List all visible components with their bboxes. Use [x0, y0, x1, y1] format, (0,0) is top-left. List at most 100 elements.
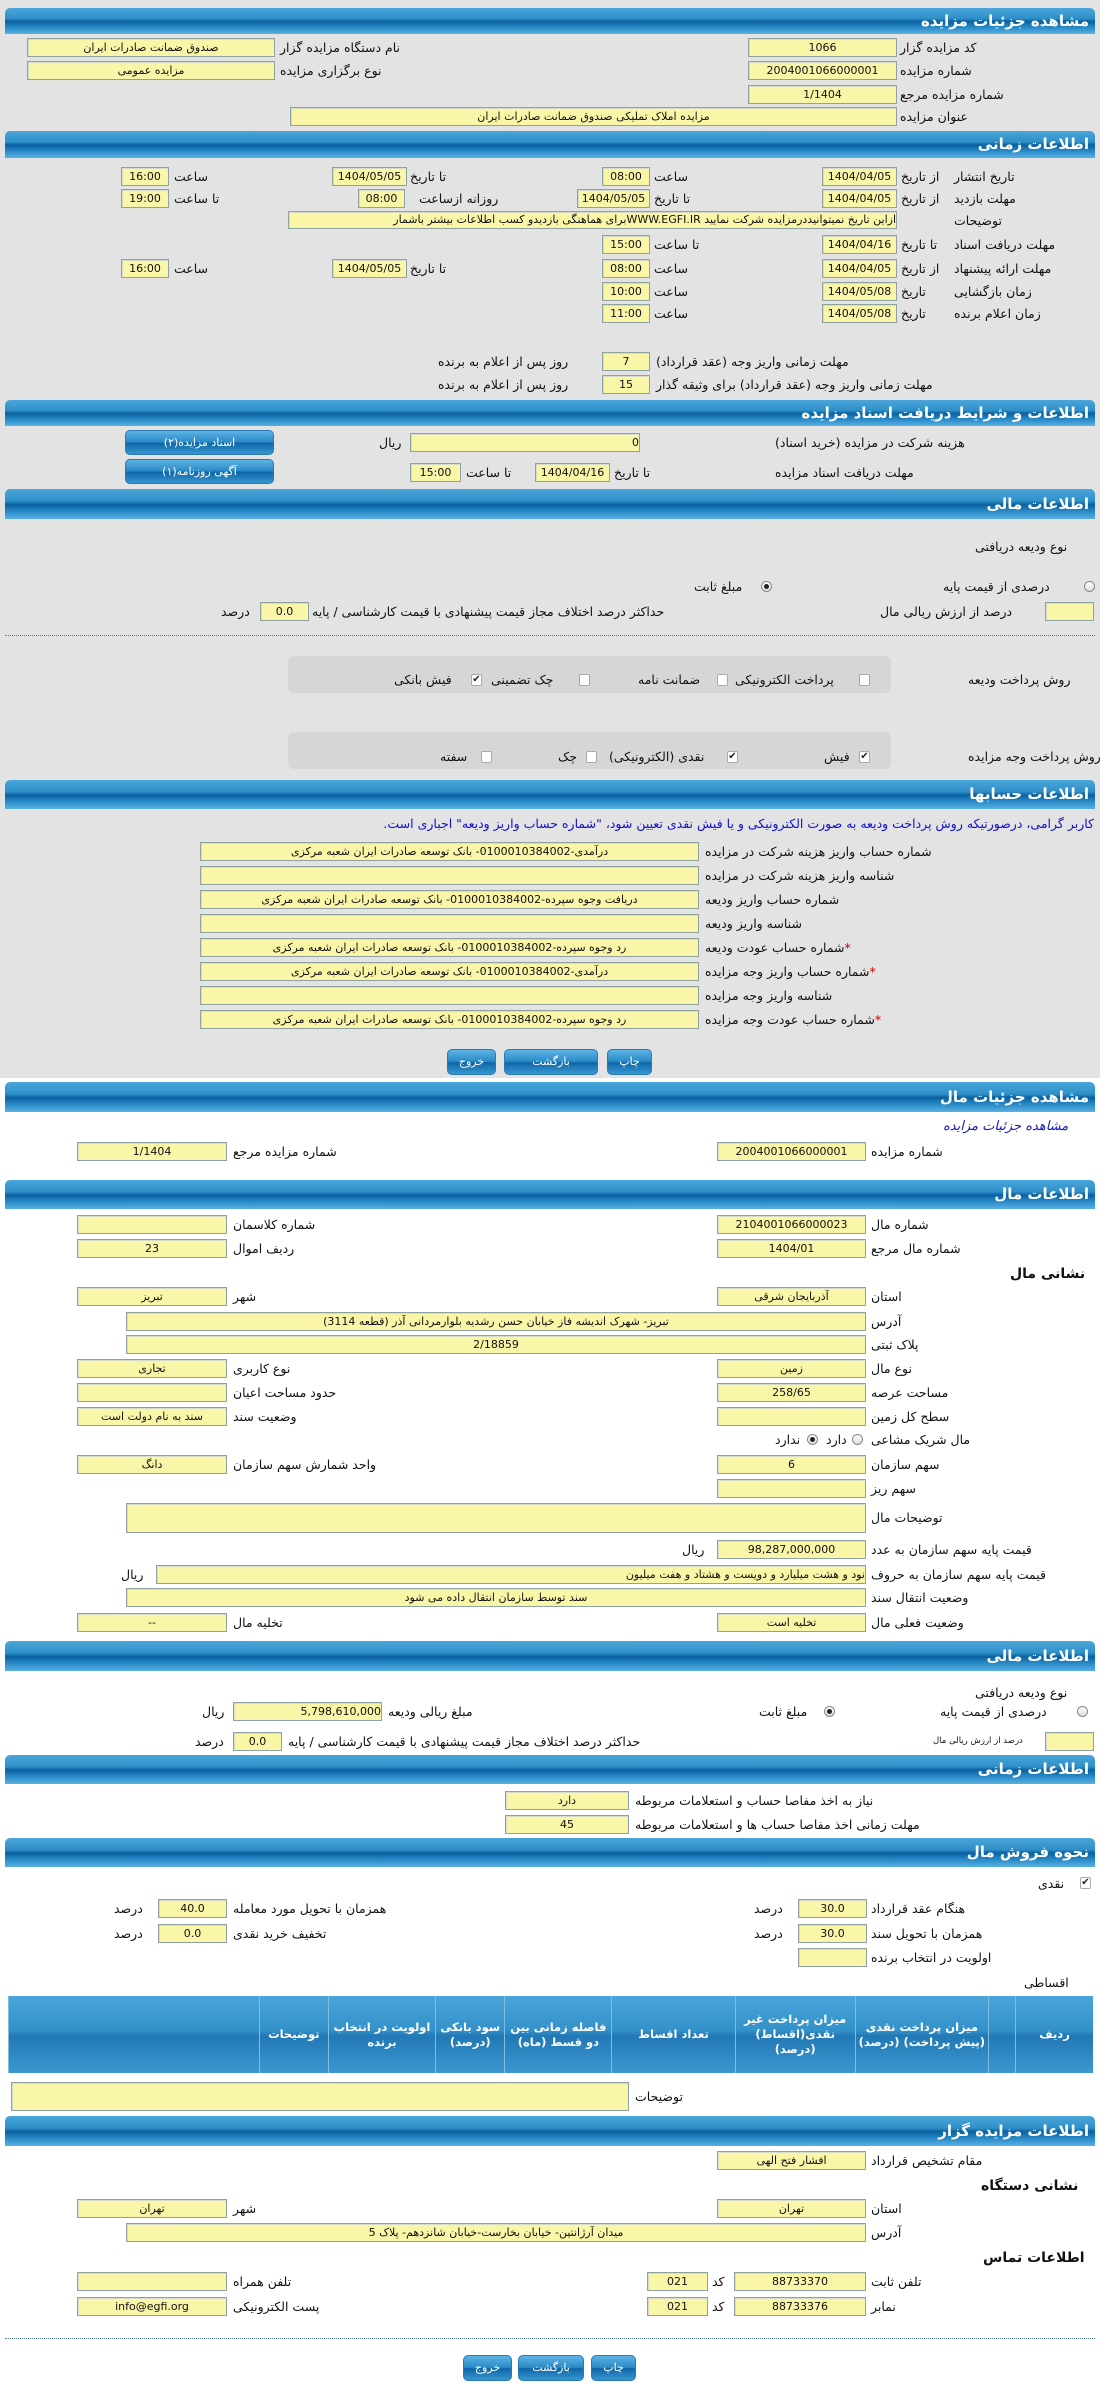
base-price-words-label: قیمت پایه سهم سازمان به حروف	[871, 1567, 1046, 1582]
time-label: ساعت	[654, 169, 689, 184]
percent-option-label: درصدی از قیمت پایه	[943, 579, 1050, 594]
property-type-field: زمین	[717, 1359, 866, 1378]
deposit-amount-field: 5,798,610,000	[233, 1702, 382, 1721]
sale-at-contract-field: 30.0	[798, 1899, 867, 1918]
column-header: اولویت در انتخاب برنده	[327, 1996, 436, 2073]
daily-from-label: روزانه ازساعت	[419, 191, 499, 206]
payment-method-checkbox[interactable]: ✔	[727, 751, 738, 763]
shared-yes-label: دارد	[826, 1432, 847, 1447]
contractor-province-field: تهران	[717, 2199, 866, 2218]
newspaper-ad-button[interactable]: آگهی روزنامه(۱)	[125, 459, 274, 484]
property-land-area-label: سطح کل زمین	[871, 1409, 950, 1424]
property-share-field: 6	[717, 1455, 866, 1474]
payment-method-checkbox[interactable]	[481, 751, 492, 763]
org-address-heading: نشانی دستگاه	[981, 2178, 1079, 2194]
percent-of-value-label: درصد از ارزش ریالی مال	[933, 1736, 1023, 1746]
docs-deadline-time: 15:00	[410, 463, 461, 482]
auction-org_name-label: نام دستگاه مزایده گزار	[280, 40, 401, 55]
offer-label: مهلت ارائه پیشنهاد	[954, 261, 1052, 276]
back-button[interactable]: بازگشت	[504, 1049, 598, 1075]
fee-label: هزینه شرکت در مزایده (خرید اسناد)	[775, 435, 965, 450]
percent-unit: درصد	[221, 604, 250, 619]
time-label: ساعت	[174, 261, 209, 276]
exit-button[interactable]: خروج	[447, 1049, 496, 1075]
from-date-label: از تاریخ	[901, 191, 940, 206]
visit-daily-from: 08:00	[358, 189, 405, 208]
deposit-method-checkbox[interactable]	[859, 674, 870, 686]
offer-to-time: 16:00	[121, 259, 169, 278]
required-star: *	[869, 964, 876, 979]
percent-unit: درصد	[114, 1901, 143, 1916]
property-row-no-label: ردیف اموال	[233, 1241, 295, 1256]
property-building-area-field	[77, 1383, 227, 1402]
rial-label: ریال	[202, 1704, 225, 1719]
account-field: درآمدی-0100010384002- بانک توسعه صادرات …	[200, 842, 699, 861]
auction-docs-button[interactable]: اسناد مزایده(۲)	[125, 430, 274, 455]
property-area-label: مساحت عرصه	[871, 1385, 949, 1400]
deposit-method-checkbox[interactable]: ✔	[471, 674, 482, 686]
back-button[interactable]: بازگشت	[518, 2355, 584, 2381]
installments-table: ردیف میزان پرداخت نقدی (پیش پرداخت) (درصد…	[8, 1996, 1093, 2073]
column-header	[8, 1996, 260, 2073]
column-header: میزان پرداخت نقدی (پیش پرداخت) (درصد)	[854, 1996, 989, 2073]
property-micro-share-field	[717, 1479, 866, 1498]
fixed-option-label: مبلغ ثابت	[759, 1704, 808, 1719]
required-notice: کاربر گرامی، درصورتیکه روش پرداخت ودیعه …	[383, 816, 1094, 831]
property-row-no-field: 23	[77, 1239, 227, 1258]
sale-at-deed-delivery-label: همزمان با تحویل سند	[871, 1926, 983, 1941]
divider	[5, 635, 1095, 636]
property-description-field	[126, 1503, 866, 1533]
account-label: *شماره حساب عودت وجه مزایده	[705, 1010, 881, 1029]
sale-winner-priority-label: اولویت در انتخاب برنده	[871, 1950, 992, 1965]
percent-radio[interactable]	[1084, 581, 1095, 592]
auction-details-link[interactable]: مشاهده جزئیات مزایده	[943, 1119, 1069, 1134]
auction-number-field: 2004001066000001	[748, 61, 897, 80]
fixed-radio[interactable]	[761, 581, 772, 592]
auction-type-label: نوع برگزاری مزایده	[280, 63, 382, 78]
print-button[interactable]: چاپ	[607, 1049, 652, 1075]
payment-method-checkbox[interactable]	[586, 751, 597, 763]
timing-header: اطلاعات زمانی	[5, 131, 1095, 158]
shared-no-radio[interactable]	[807, 1434, 818, 1445]
offer-to-date: 1404/05/05	[332, 259, 407, 278]
sale-at-deed-delivery-field: 30.0	[798, 1924, 867, 1943]
finance-header: اطلاعات مالی	[5, 489, 1095, 519]
sale-cash-discount-label: تخفیف خرید نقدی	[233, 1926, 327, 1941]
property-ref-label: شماره مال مرجع	[871, 1241, 961, 1256]
deposit-method-option: فیش بانکی	[394, 672, 452, 687]
shared-yes-radio[interactable]	[852, 1434, 863, 1445]
fee-field: 0	[410, 433, 640, 452]
percent-of-value-field	[1045, 1732, 1094, 1751]
visit-label: مهلت بازدید	[954, 191, 1016, 206]
property-deed-transfer-field: سند توسط سازمان انتقال داده می شود	[126, 1588, 866, 1607]
property-area-field: 258/65	[717, 1383, 866, 1402]
max-diff-field: 0.0	[260, 602, 309, 621]
account-label-text: شماره حساب واریز وجه مزایده	[705, 964, 870, 979]
deposit-method-checkbox[interactable]	[579, 674, 590, 686]
print-button[interactable]: چاپ	[591, 2355, 636, 2381]
auction-type-field: مزایده عمومی	[27, 61, 275, 80]
base-price-words-field: نود و هشت میلیارد و دویست و هشتاد و هفت …	[156, 1565, 866, 1584]
account-field	[200, 866, 699, 885]
exit-button[interactable]: خروج	[463, 2355, 512, 2381]
property-micro-share-label: سهم ریز	[871, 1481, 916, 1496]
area-code-label: کد	[712, 2299, 725, 2314]
property-base-price-label: قیمت پایه سهم سازمان به عدد	[871, 1542, 1032, 1557]
payment-method-checkbox[interactable]: ✔	[859, 751, 870, 763]
deposit-method-checkbox[interactable]	[717, 674, 728, 686]
property-classman-label: شماره کلاسمان	[233, 1217, 316, 1232]
cash-checkbox[interactable]: ✔	[1080, 1877, 1091, 1889]
property-evacuation-field: --	[77, 1613, 227, 1632]
contractor-mobile-field	[77, 2272, 227, 2291]
property-city-field: تبریز	[77, 1287, 227, 1306]
cash-label: نقدی	[1038, 1876, 1065, 1891]
property-number-field: 2104001066000023	[717, 1215, 866, 1234]
percent-radio[interactable]	[1077, 1706, 1088, 1717]
fixed-radio[interactable]	[824, 1706, 835, 1717]
auction-org_name-field: صندوق ضمانت صادرات ایران	[27, 38, 275, 57]
sale-notes-label: توضیحات	[635, 2089, 683, 2104]
column-header: میزان پرداخت غیر نقدی(اقساط) (درصد)	[734, 1996, 856, 2073]
property-share-unit-label: واحد شمارش سهم سازمان	[233, 1457, 377, 1472]
property-address-label: آدرس	[871, 1314, 902, 1329]
property-land-area-field	[717, 1407, 866, 1426]
